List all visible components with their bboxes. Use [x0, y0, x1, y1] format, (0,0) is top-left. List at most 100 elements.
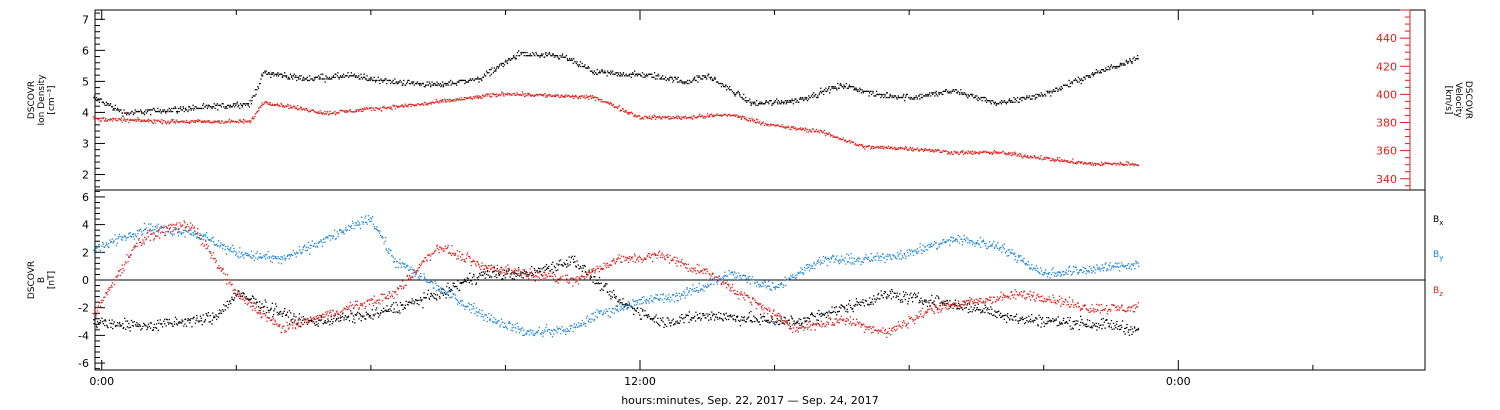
data-point: [1017, 96, 1019, 99]
data-point: [945, 150, 947, 152]
data-point: [930, 95, 932, 97]
data-point: [374, 81, 377, 83]
data-point: [914, 296, 917, 299]
data-point: [251, 100, 253, 102]
data-point: [732, 114, 734, 116]
data-point: [679, 316, 681, 318]
data-point: [388, 248, 390, 250]
data-point: [198, 321, 200, 323]
data-point: [201, 324, 203, 326]
data-point: [109, 239, 111, 241]
data-point: [423, 273, 425, 275]
data-point: [906, 293, 908, 296]
data-point: [176, 120, 178, 122]
data-point: [1095, 322, 1097, 324]
data-point: [389, 249, 391, 251]
data-point: [334, 238, 337, 240]
data-point: [446, 82, 448, 85]
data-point: [771, 124, 773, 126]
data-point: [1104, 162, 1107, 164]
data-point: [181, 109, 183, 111]
data-point: [294, 319, 296, 321]
data-point: [683, 317, 685, 319]
data-point: [495, 95, 497, 98]
data-point: [147, 109, 149, 111]
data-point: [226, 107, 228, 110]
data-point: [195, 319, 197, 321]
data-point: [1006, 153, 1008, 155]
data-point: [1019, 98, 1022, 100]
data-point: [317, 325, 319, 327]
data-point: [1117, 163, 1120, 165]
data-point: [404, 304, 407, 306]
data-point: [280, 263, 283, 265]
data-point: [433, 292, 435, 295]
data-point: [913, 148, 915, 150]
data-point: [396, 81, 398, 83]
data-point: [440, 101, 442, 103]
data-point: [1122, 163, 1124, 165]
data-point: [404, 307, 406, 310]
data-point: [336, 112, 339, 114]
data-point: [337, 236, 339, 238]
data-point: [404, 84, 407, 86]
data-point: [123, 119, 125, 121]
data-point: [810, 313, 813, 315]
data-point: [653, 116, 655, 118]
data-point: [557, 94, 559, 96]
data-point: [536, 53, 538, 55]
data-point: [645, 314, 647, 316]
data-point: [615, 297, 617, 299]
data-point: [700, 319, 702, 321]
data-point: [744, 100, 746, 102]
data-point: [108, 319, 110, 321]
data-point: [1018, 98, 1021, 100]
data-point: [149, 230, 151, 232]
data-point: [640, 75, 642, 77]
data-point: [106, 324, 108, 326]
data-point: [211, 319, 214, 321]
data-point: [1051, 320, 1053, 322]
data-point: [870, 146, 873, 148]
data-point: [503, 275, 505, 277]
data-point: [264, 256, 266, 258]
data-point: [373, 109, 375, 111]
data-point: [824, 312, 826, 315]
data-point: [210, 106, 212, 108]
data-point: [741, 316, 743, 318]
data-point: [231, 106, 233, 108]
data-point: [402, 308, 404, 311]
data-point: [727, 114, 730, 116]
data-point: [640, 75, 643, 77]
data-point: [777, 103, 779, 105]
data-point: [220, 310, 222, 312]
data-point: [97, 117, 99, 120]
data-point: [1008, 154, 1010, 156]
data-point: [789, 128, 791, 130]
data-point: [366, 314, 368, 316]
data-point: [873, 95, 875, 97]
data-point: [229, 248, 231, 250]
data-point: [836, 314, 838, 316]
data-point: [410, 82, 412, 85]
data-point: [1126, 164, 1128, 166]
data-point: [269, 309, 271, 311]
data-point: [454, 294, 456, 296]
data-point: [97, 246, 99, 248]
data-point: [612, 104, 615, 106]
data-point: [244, 253, 246, 255]
data-point: [851, 308, 853, 310]
data-point: [921, 302, 924, 304]
data-point: [683, 117, 685, 119]
data-point: [569, 58, 571, 60]
data-point: [970, 152, 972, 154]
data-point: [371, 78, 373, 80]
data-point: [95, 317, 97, 319]
data-point: [279, 313, 281, 315]
data-point: [98, 322, 100, 324]
data-point: [211, 237, 213, 239]
data-point: [486, 93, 489, 95]
data-point: [269, 257, 271, 259]
data-point: [946, 299, 948, 301]
data-point: [295, 106, 297, 108]
